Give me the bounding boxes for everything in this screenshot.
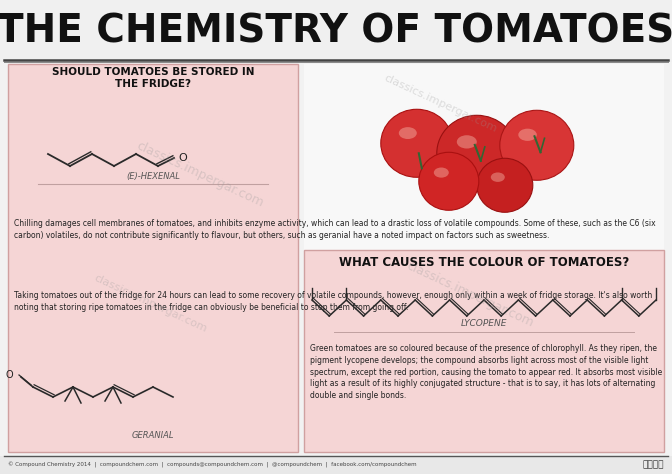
Ellipse shape: [434, 167, 449, 178]
Text: O: O: [5, 370, 13, 380]
Text: Taking tomatoes out of the fridge for 24 hours can lead to some recovery of vola: Taking tomatoes out of the fridge for 24…: [14, 291, 653, 312]
Text: Chilling damages cell membranes of tomatoes, and inhibits enzyme activity, which: Chilling damages cell membranes of tomat…: [14, 219, 656, 240]
Ellipse shape: [500, 110, 574, 180]
Ellipse shape: [419, 152, 478, 210]
Bar: [304, 64, 664, 250]
Text: classics.impergar.com: classics.impergar.com: [134, 139, 265, 209]
Ellipse shape: [381, 109, 453, 177]
FancyBboxPatch shape: [304, 250, 664, 452]
Text: LYCOPENE: LYCOPENE: [461, 319, 507, 328]
Text: classics.impergar.com: classics.impergar.com: [382, 73, 498, 135]
Text: O: O: [178, 153, 187, 163]
Ellipse shape: [477, 158, 533, 212]
Text: SHOULD TOMATOES BE STORED IN
THE FRIDGE?: SHOULD TOMATOES BE STORED IN THE FRIDGE?: [52, 67, 254, 89]
Text: THE CHEMISTRY OF TOMATOES: THE CHEMISTRY OF TOMATOES: [0, 12, 672, 50]
Bar: [0, 0, 672, 62]
Text: WHAT CAUSES THE COLOUR OF TOMATOES?: WHAT CAUSES THE COLOUR OF TOMATOES?: [339, 255, 629, 268]
Text: classics.impergar.com: classics.impergar.com: [405, 259, 536, 329]
Bar: [0, 456, 672, 474]
Ellipse shape: [457, 135, 477, 148]
Ellipse shape: [491, 173, 505, 182]
Text: classics.impergar.com: classics.impergar.com: [92, 273, 208, 335]
Ellipse shape: [398, 127, 417, 139]
Text: © Compound Chemistry 2014  |  compoundchem.com  |  compounds@compoundchem.com  |: © Compound Chemistry 2014 | compoundchem…: [8, 462, 417, 468]
Ellipse shape: [437, 115, 517, 191]
Text: ⓒⓘⓑⓞ: ⓒⓘⓑⓞ: [642, 461, 664, 470]
Text: GERANIAL: GERANIAL: [132, 431, 174, 440]
Text: Green tomatoes are so coloured because of the presence of chlorophyll. As they r: Green tomatoes are so coloured because o…: [310, 344, 662, 400]
Ellipse shape: [518, 128, 537, 141]
Text: (E)-HEXENAL: (E)-HEXENAL: [126, 172, 180, 181]
FancyBboxPatch shape: [8, 64, 298, 452]
